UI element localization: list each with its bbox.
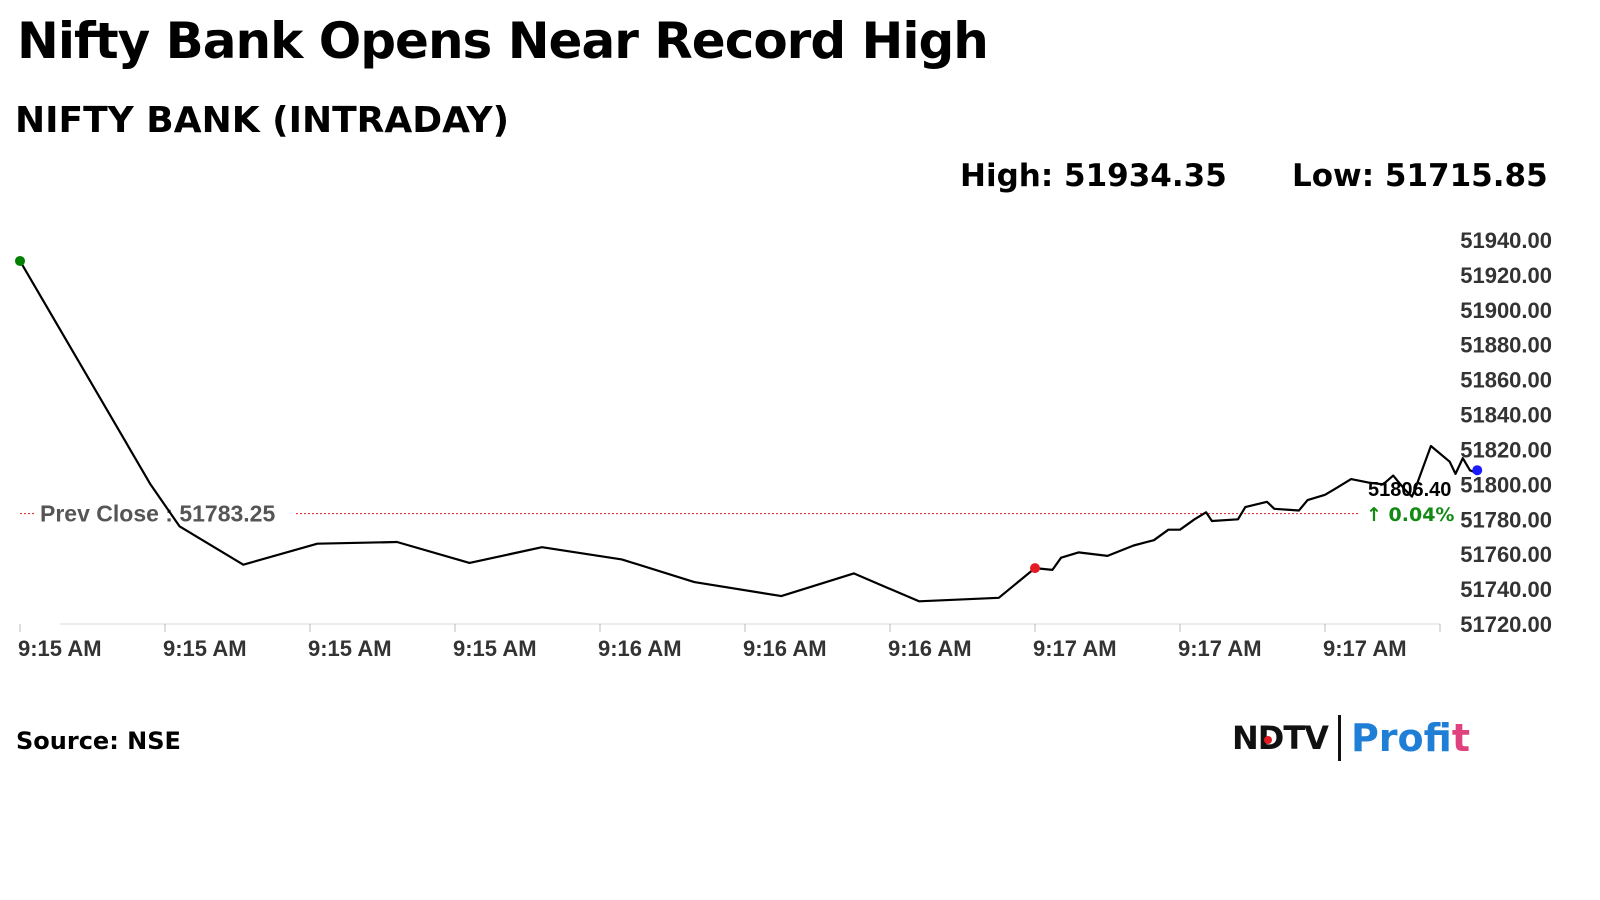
intraday-chart: 51720.00 51740.00 51760.00 51780.00 51800.00… xyxy=(15,228,1552,661)
high-value: High: 51934.35 xyxy=(960,158,1227,194)
y-tick-label: 51880.00 xyxy=(1460,333,1552,358)
y-tick-label: 51760.00 xyxy=(1460,542,1552,567)
price-line xyxy=(19,260,1478,603)
x-tick-label: 9:15 AM xyxy=(453,636,537,661)
x-tick-label: 9:16 AM xyxy=(888,636,972,661)
logo-ndtv: NDTV xyxy=(1232,719,1329,757)
x-tick-label: 9:15 AM xyxy=(308,636,392,661)
change-label: ↑ 0.04% xyxy=(1366,504,1454,526)
ndtv-profit-logo: NDTV Profit xyxy=(1232,712,1470,764)
y-tick-label: 51800.00 xyxy=(1460,472,1552,497)
x-tick-label: 9:17 AM xyxy=(1033,636,1117,661)
last-value-label: 51806.40 xyxy=(1368,479,1451,501)
y-tick-label: 51840.00 xyxy=(1460,403,1552,428)
x-tick-label: 9:16 AM xyxy=(598,636,682,661)
low-marker xyxy=(1030,563,1040,574)
y-tick-label: 51900.00 xyxy=(1460,298,1552,323)
prev-close-label-bg xyxy=(34,497,296,530)
y-tick-label: 51860.00 xyxy=(1460,368,1552,393)
y-tick-label: 51720.00 xyxy=(1460,612,1552,637)
source-note: Source: NSE xyxy=(16,727,181,755)
y-tick-label: 51920.00 xyxy=(1460,263,1552,288)
x-tick-label: 9:17 AM xyxy=(1323,636,1407,661)
x-tick-label: 9:16 AM xyxy=(743,636,827,661)
logo-profit: Profit xyxy=(1350,716,1470,760)
y-tick-label: 51940.00 xyxy=(1460,228,1552,253)
x-tick-label: 9:17 AM xyxy=(1178,636,1262,661)
x-tick-label: 9:15 AM xyxy=(163,636,247,661)
open-marker xyxy=(15,255,25,266)
prev-close-label: Prev Close : 51783.25 xyxy=(40,501,275,527)
logo-dot-icon xyxy=(1264,736,1272,744)
headline: Nifty Bank Opens Near Record High xyxy=(17,12,989,70)
y-tick-label: 51740.00 xyxy=(1460,577,1552,602)
y-tick-label: 51780.00 xyxy=(1460,507,1552,532)
low-value: Low: 51715.85 xyxy=(1292,158,1548,194)
x-tick-label: 9:15 AM xyxy=(18,636,102,661)
chart-title: NIFTY BANK (INTRADAY) xyxy=(15,100,510,141)
last-marker xyxy=(1472,465,1483,476)
y-tick-label: 51820.00 xyxy=(1460,437,1552,462)
logo-divider xyxy=(1337,715,1341,761)
